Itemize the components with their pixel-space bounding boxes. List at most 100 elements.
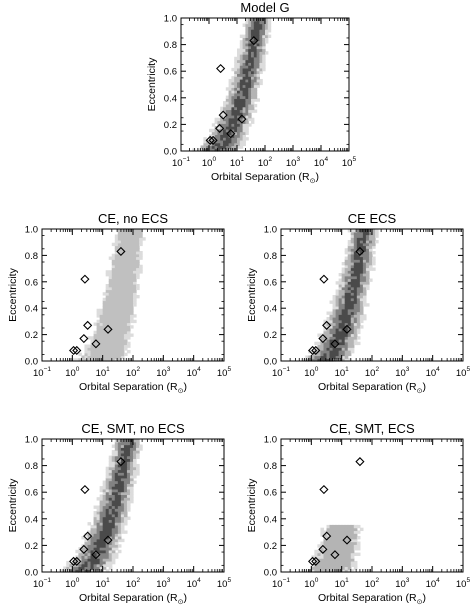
density-cell: [123, 519, 128, 523]
observed-diamond: [318, 544, 328, 554]
density-cell: [126, 344, 131, 348]
density-cell: [332, 306, 337, 310]
density-cell: [105, 519, 110, 523]
density-cell: [96, 341, 101, 346]
density-cell: [262, 45, 266, 50]
density-cell: [120, 322, 125, 326]
density-cell: [341, 547, 346, 551]
density-cell: [102, 566, 107, 570]
density-cell: [209, 134, 213, 138]
density-cell: [248, 112, 252, 116]
density-cell: [228, 148, 232, 152]
density-cell: [96, 530, 101, 534]
density-cell: [117, 516, 122, 520]
density-cell: [347, 566, 352, 570]
density-cell: [105, 488, 110, 493]
density-cell: [362, 248, 367, 252]
density-cell: [105, 339, 110, 343]
density-cell: [139, 256, 143, 260]
density-cell: [347, 262, 352, 266]
density-cell: [102, 480, 107, 484]
density-cell: [114, 533, 119, 537]
density-cell: [356, 270, 361, 274]
y-tick-label: 0.6: [264, 277, 277, 288]
density-cell: [136, 466, 140, 471]
density-cell: [242, 34, 246, 38]
density-cell: [350, 314, 355, 318]
density-cell: [251, 95, 255, 99]
observed-diamond: [72, 345, 82, 356]
density-cell: [220, 106, 224, 111]
density-cell: [251, 48, 255, 52]
density-cell: [344, 319, 349, 324]
density-cell: [84, 344, 89, 348]
density-cell: [341, 322, 346, 326]
density-cell: [242, 92, 246, 97]
density-cell: [251, 76, 255, 80]
density-cell: [251, 106, 255, 111]
density-cell: [223, 134, 227, 138]
density-cell: [259, 18, 263, 22]
density-cell: [231, 126, 235, 130]
density-cell: [117, 275, 122, 280]
density-cell: [231, 67, 235, 72]
density-cell: [350, 259, 355, 263]
density-cell: [356, 267, 361, 271]
density-cell: [117, 336, 122, 340]
density-cell: [242, 134, 246, 138]
density-cell: [350, 256, 355, 260]
density-cell: [114, 322, 119, 326]
density-cell: [108, 530, 113, 534]
density-cell: [123, 450, 128, 454]
density-cell: [114, 535, 119, 540]
density-cell: [239, 134, 244, 138]
density-cell: [356, 245, 361, 249]
density-cell: [117, 314, 122, 318]
density-cell: [245, 56, 249, 61]
density-cell: [117, 289, 122, 293]
density-cell: [248, 48, 252, 52]
density-cell: [228, 101, 232, 105]
density-cell: [234, 109, 238, 113]
density-cell: [129, 325, 134, 329]
density-cell: [114, 466, 119, 471]
density-cell: [220, 139, 224, 144]
density-cell: [356, 234, 361, 238]
density-cell: [323, 560, 328, 565]
density-cell: [93, 555, 98, 559]
x-tick-label: 10−1: [33, 577, 51, 590]
density-cell: [225, 148, 230, 152]
density-cell: [375, 231, 379, 236]
density-cell: [136, 286, 140, 291]
density-cell: [365, 262, 370, 266]
density-cell: [237, 103, 241, 108]
density-cell: [75, 555, 79, 559]
density-cell: [123, 466, 128, 471]
density-cell: [84, 558, 89, 562]
density-cell: [133, 267, 137, 271]
density-cell: [362, 303, 367, 307]
density-cell: [251, 98, 255, 102]
density-cell: [251, 59, 255, 63]
density-cell: [231, 142, 235, 147]
density-cell: [96, 344, 101, 348]
density-cell: [111, 552, 116, 556]
density-cell: [96, 560, 101, 565]
density-cell: [335, 339, 340, 343]
density-cell: [225, 95, 230, 99]
density-cell: [326, 563, 331, 568]
density-cell: [96, 339, 101, 343]
density-cell: [359, 297, 364, 302]
density-cell: [105, 508, 110, 512]
density-cell: [372, 229, 376, 233]
density-cell: [120, 275, 125, 280]
density-cell: [326, 527, 331, 532]
density-cell: [320, 339, 325, 343]
density-cell: [338, 524, 343, 529]
density-cell: [99, 511, 104, 515]
density-cell: [102, 336, 107, 340]
density-cell: [332, 563, 337, 568]
density-cell: [228, 81, 232, 86]
density-cell: [242, 56, 246, 61]
density-cell: [123, 275, 128, 280]
